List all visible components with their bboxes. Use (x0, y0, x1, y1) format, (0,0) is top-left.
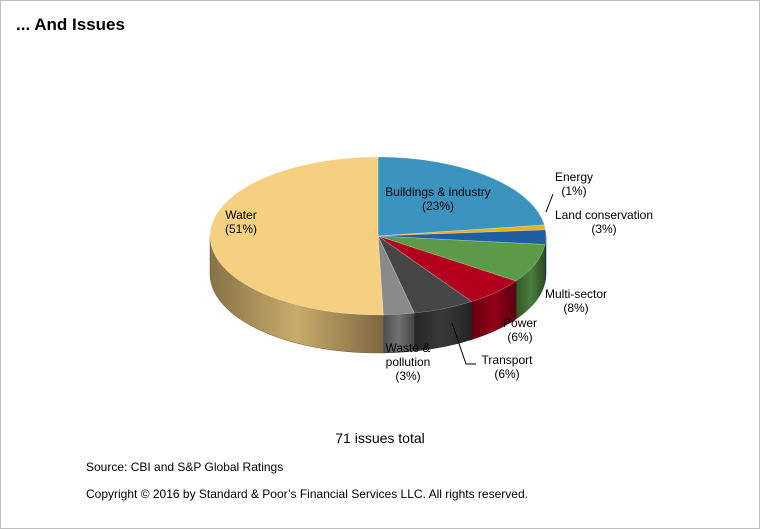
data-label-power: Power (6%) (503, 316, 537, 344)
pie-slice-buildings-and-industry (377, 156, 545, 237)
data-label-line: (51%) (225, 222, 257, 236)
data-label-line: (3%) (591, 222, 616, 236)
data-label-line: Energy (555, 170, 593, 184)
leader-line-energy (545, 193, 554, 213)
data-label-transport: Transport (6%) (482, 353, 534, 381)
pie-slice-energy (377, 224, 546, 237)
data-label-line: Land conservation (555, 208, 653, 222)
data-label-energy: Energy (1%) (555, 170, 593, 198)
data-label-line: Transport (482, 353, 534, 367)
pie-slice-transport (377, 235, 473, 314)
data-label-buildings-and-industry: Buildings & industry (23%) (385, 185, 490, 213)
data-label-water: Water (51%) (225, 208, 257, 236)
data-label-line: (1%) (561, 184, 586, 198)
pie-slice-water (209, 156, 384, 316)
data-label-line: Buildings & industry (385, 185, 490, 199)
data-label-line: pollution (386, 355, 431, 369)
data-label-line: (23%) (422, 199, 454, 213)
data-label-line: Multi-sector (545, 287, 607, 301)
data-label-line: Water (225, 208, 257, 222)
data-label-line: (6%) (507, 330, 532, 344)
data-label-land-conservation: Land conservation (3%) (555, 208, 653, 236)
copyright-text: Copyright © 2016 by Standard & Poor’s Fi… (86, 487, 528, 501)
data-label-line: Power (503, 316, 537, 330)
data-label-line: Waste & (386, 341, 431, 355)
pie-slice-power (377, 235, 517, 302)
data-label-line: (6%) (494, 367, 519, 381)
data-label-line: (8%) (563, 301, 588, 315)
pie-slice-multi-sector (377, 235, 546, 282)
source-text: Source: CBI and S&P Global Ratings (86, 460, 284, 474)
data-label-multi-sector: Multi-sector (8%) (545, 287, 607, 315)
data-label-line: (3%) (395, 369, 420, 383)
pie-slice-waste-and-pollution (377, 235, 415, 316)
data-label-waste-and-pollution: Waste & pollution (3%) (386, 341, 431, 383)
leader-line-transport (451, 322, 476, 365)
page-title: ... And Issues (16, 15, 125, 34)
pie-slice-land-conservation (377, 229, 547, 245)
total-issues-text: 71 issues total (335, 430, 425, 446)
